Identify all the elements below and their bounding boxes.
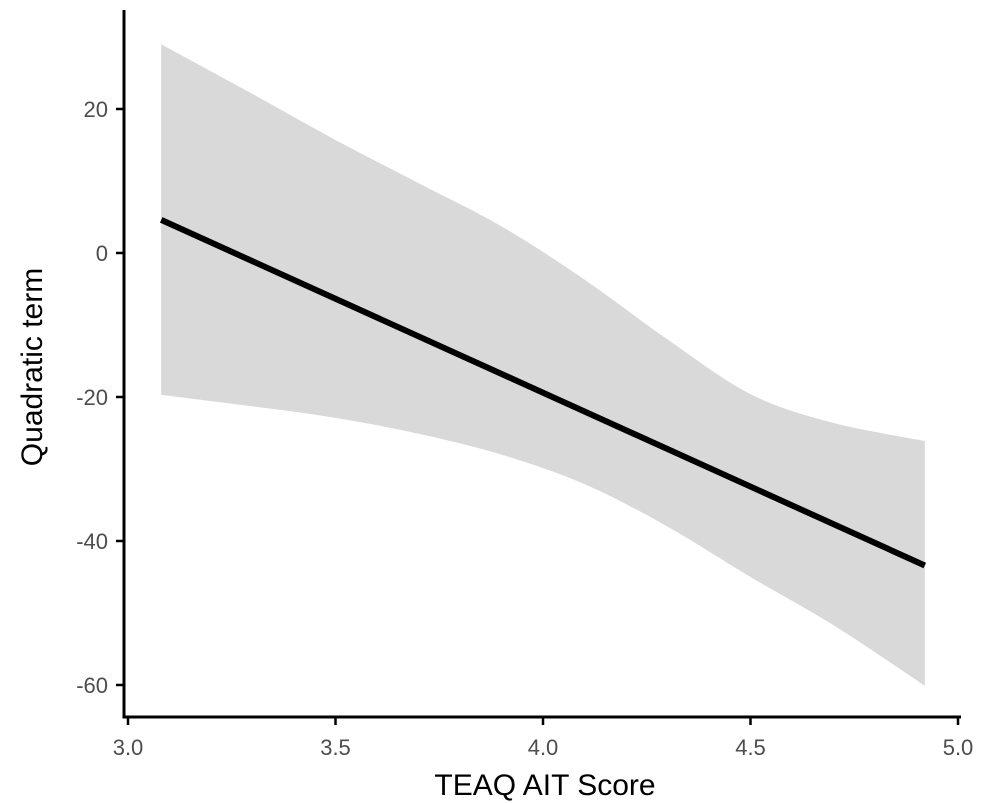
y-tick-label: -40 — [76, 529, 108, 554]
x-tick-label: 3.0 — [113, 735, 144, 760]
x-tick-label: 5.0 — [943, 735, 974, 760]
x-axis-title: TEAQ AIT Score — [434, 769, 655, 802]
x-axis-ticks: 3.0 3.5 4.0 4.5 5.0 — [113, 717, 974, 760]
x-tick-label: 4.0 — [528, 735, 559, 760]
y-tick-label: 0 — [96, 241, 108, 266]
confidence-band — [161, 44, 925, 686]
y-axis-ticks: -60 -40 -20 0 20 — [76, 97, 124, 698]
regression-line-layer — [159, 217, 927, 569]
x-tick-label: 3.5 — [320, 735, 351, 760]
y-tick-label: -60 — [76, 673, 108, 698]
y-axis-title: Quadratic term — [16, 268, 49, 466]
y-tick-label: -20 — [76, 385, 108, 410]
x-tick-label: 4.5 — [735, 735, 766, 760]
regression-line — [159, 217, 927, 569]
confidence-band-layer — [161, 44, 925, 686]
y-tick-label: 20 — [84, 97, 108, 122]
